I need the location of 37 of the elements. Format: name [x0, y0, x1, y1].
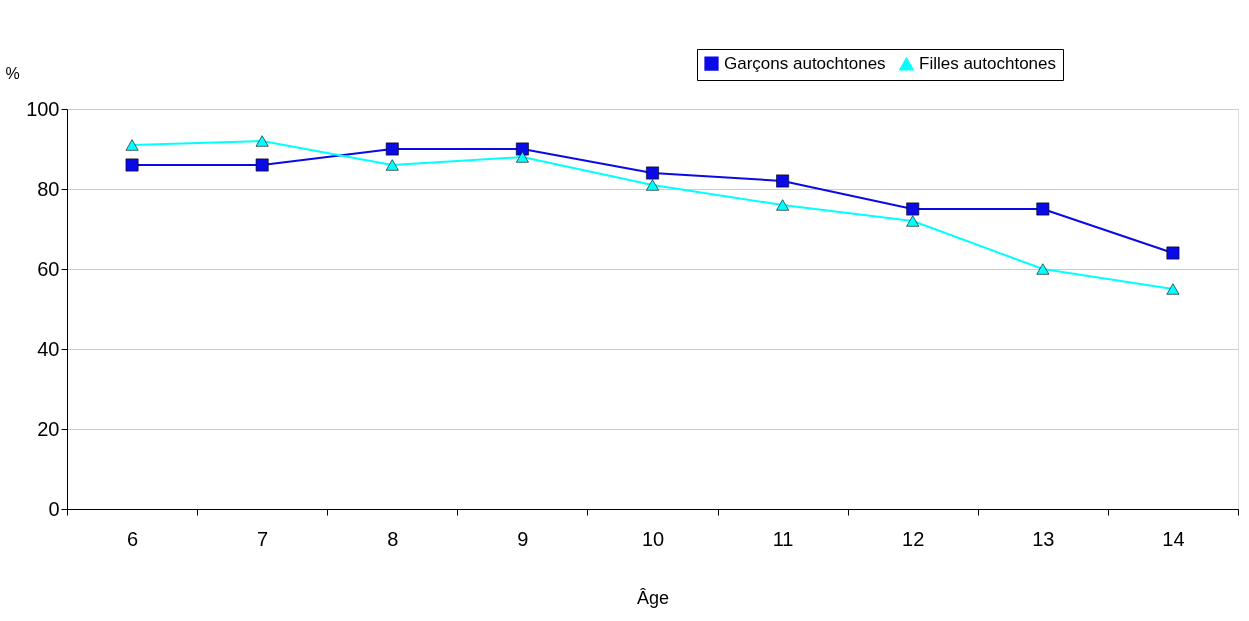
point — [906, 202, 920, 216]
y-tick-label: 80 — [37, 177, 60, 200]
legend-label: Filles autochtones — [919, 54, 1057, 74]
point — [1036, 263, 1050, 275]
x-tick-label: 13 — [1032, 527, 1055, 550]
y-tick-label: 0 — [48, 497, 60, 520]
y-tick-label: 40 — [37, 337, 60, 360]
x-tick-label: 9 — [517, 527, 529, 550]
point — [255, 158, 269, 172]
x-tick-label: 12 — [902, 527, 925, 550]
x-tick-label: 11 — [772, 527, 794, 550]
point — [776, 174, 790, 188]
point — [1036, 202, 1050, 216]
y-tick-label: 100 — [26, 97, 60, 120]
point — [255, 135, 269, 147]
point — [646, 179, 659, 191]
point — [646, 166, 659, 180]
point — [776, 199, 790, 211]
point — [385, 159, 399, 171]
x-tick-label: 6 — [126, 527, 139, 550]
point — [1166, 283, 1180, 295]
x-tick-label: 8 — [387, 527, 399, 550]
x-tick-label: 7 — [257, 527, 269, 550]
point — [125, 139, 139, 151]
x-axis-title: Âge — [636, 587, 670, 608]
point — [515, 151, 529, 163]
point — [125, 158, 139, 172]
point — [385, 142, 399, 156]
point — [906, 215, 920, 227]
point — [1166, 246, 1180, 260]
y-tick-label: 20 — [37, 417, 60, 440]
point — [515, 142, 529, 156]
legend-label: Garçons autochtones — [724, 53, 886, 73]
x-tick-label: 14 — [1162, 527, 1185, 550]
x-tick-label: 10 — [641, 527, 665, 550]
y-axis-title: % — [5, 64, 20, 82]
y-tick-label: 60 — [37, 257, 60, 280]
